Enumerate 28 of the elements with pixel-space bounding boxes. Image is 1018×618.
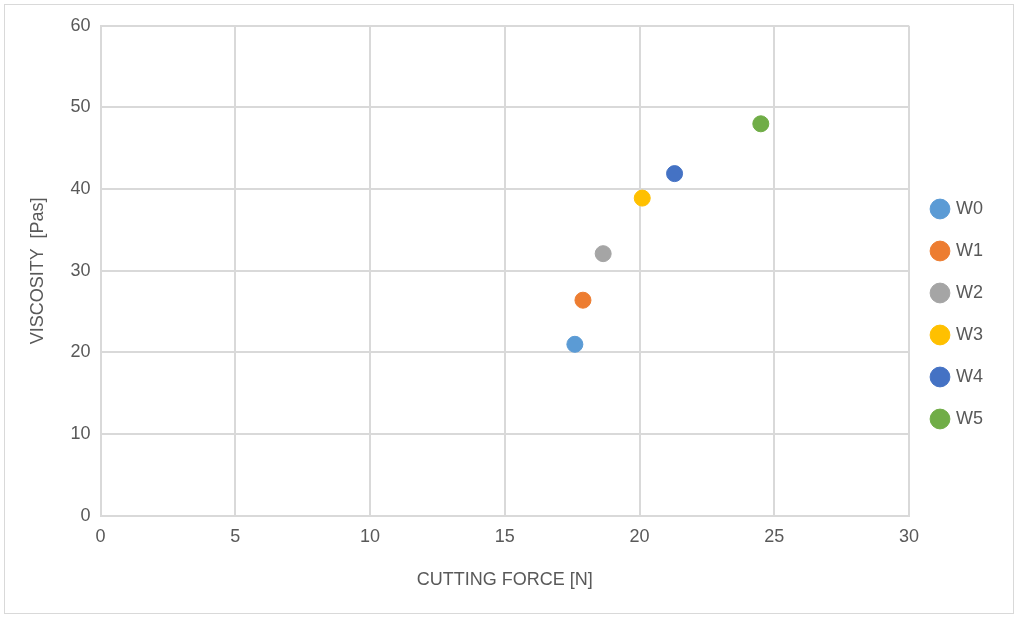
y-tick-label: 0 [80, 504, 91, 525]
point [574, 291, 592, 309]
y-tick-label: 30 [70, 259, 91, 280]
x-axis-title: CUTTING FORCE [N] [416, 569, 593, 590]
x-tick-label: 20 [629, 525, 650, 546]
legend-label: W2 [956, 281, 983, 302]
legend-label: W0 [956, 197, 983, 218]
point [594, 245, 612, 263]
y-tick-label: 20 [70, 341, 91, 362]
legend-label: W4 [956, 365, 983, 386]
point [752, 115, 770, 133]
point [633, 189, 651, 207]
y-tick-label: 40 [70, 178, 91, 199]
x-tick-label: 15 [494, 525, 515, 546]
x-tick-label: 5 [230, 525, 241, 546]
point [566, 335, 584, 353]
y-tick-label: 10 [70, 423, 91, 444]
x-tick-label: 0 [95, 525, 106, 546]
legend-label: W5 [956, 407, 983, 428]
legend-label: W3 [956, 323, 983, 344]
legend-label: W1 [956, 239, 983, 260]
x-tick-label: 10 [360, 525, 381, 546]
x-tick-label: 30 [898, 525, 920, 546]
point [666, 165, 684, 183]
x-tick-label: 25 [764, 525, 785, 546]
y-axis-title: VISCOSITY [Pas] [26, 197, 47, 345]
y-tick-label: 60 [70, 14, 91, 35]
y-tick-label: 50 [70, 96, 91, 117]
